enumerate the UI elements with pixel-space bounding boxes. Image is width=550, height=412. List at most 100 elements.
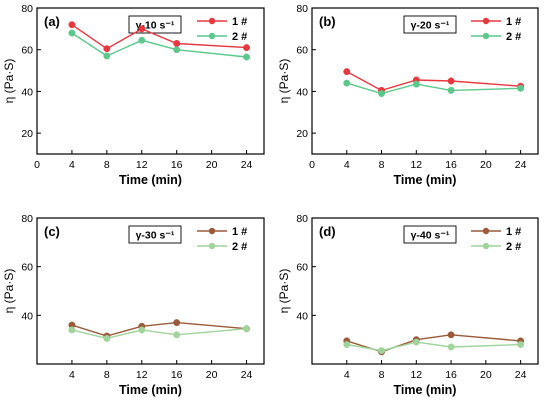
data-point xyxy=(173,46,181,54)
data-point xyxy=(412,338,420,346)
x-tick-label: 4 xyxy=(69,159,75,171)
x-tick-label: 12 xyxy=(136,369,148,381)
plot-frame xyxy=(36,217,265,365)
series-line-1 xyxy=(71,321,247,337)
x-axis-label: Time (min) xyxy=(394,383,457,397)
legend-marker xyxy=(482,227,490,235)
x-tick-label: 24 xyxy=(515,159,527,171)
x-tick-label: 20 xyxy=(206,159,218,171)
legend-label: 1 # xyxy=(232,226,247,238)
data-point xyxy=(412,80,420,88)
legend-marker xyxy=(208,227,216,235)
y-axis-label: η (Pa·S) xyxy=(277,59,291,104)
legend-marker xyxy=(482,17,490,25)
y-tick-label: 60 xyxy=(296,262,308,274)
legend-label: 1 # xyxy=(232,16,247,28)
data-point xyxy=(447,331,455,339)
x-tick-label: 16 xyxy=(445,369,457,381)
data-point xyxy=(173,331,181,339)
data-point xyxy=(447,86,455,94)
y-tick-label: 80 xyxy=(296,213,308,225)
x-tick-label: 20 xyxy=(480,369,492,381)
x-tick-label: 12 xyxy=(410,159,422,171)
shear-rate-annotation-box xyxy=(128,225,182,244)
legend-label: 1 # xyxy=(506,16,521,28)
x-tick-label: 20 xyxy=(206,369,218,381)
x-tick-label: 8 xyxy=(104,369,110,381)
x-tick-label: 16 xyxy=(445,159,457,171)
data-point xyxy=(243,325,250,333)
x-tick-label: 20 xyxy=(480,159,492,171)
data-point xyxy=(173,40,181,47)
data-point xyxy=(68,21,76,29)
panel-label: (a) xyxy=(44,14,60,29)
x-tick-label: 12 xyxy=(410,369,422,381)
data-point xyxy=(103,45,111,53)
shear-rate-annotation: γ-30 s⁻¹ xyxy=(136,230,175,242)
chart-panel-1: 0 4 8 12 16 20 24 20 40 60 80 Time (min) η (Pa·S) (a)… xyxy=(2,3,265,187)
data-point xyxy=(243,44,250,52)
x-axis-label: Time (min) xyxy=(394,173,457,187)
x-axis-label: Time (min) xyxy=(119,383,182,397)
panel-label: (b) xyxy=(319,14,336,29)
shear-rate-annotation: γ-10 s⁻¹ xyxy=(136,20,175,32)
chart-panel-4: 4 8 12 16 20 24 40 60 80 Time (min) η (Pa·S) (d) γ-4… xyxy=(277,213,539,397)
plot-frame xyxy=(36,7,265,155)
x-tick-label: 8 xyxy=(379,369,385,381)
x-tick-label: 0 xyxy=(309,159,315,171)
y-tick-label: 60 xyxy=(21,262,33,274)
y-tick-label: 80 xyxy=(21,213,33,225)
y-tick-label: 40 xyxy=(296,86,308,98)
y-axis-label: η (Pa·S) xyxy=(277,269,291,314)
x-tick-label: 24 xyxy=(515,369,527,381)
y-tick-label: 40 xyxy=(21,86,33,98)
shear-rate-annotation: γ-40 s⁻¹ xyxy=(411,230,450,242)
legend-label: 2 # xyxy=(232,241,247,253)
data-point xyxy=(517,84,525,92)
legend-label: 2 # xyxy=(232,31,247,43)
legend-label: 2 # xyxy=(506,241,521,253)
y-tick-label: 60 xyxy=(296,45,308,57)
shear-rate-annotation: γ-20 s⁻¹ xyxy=(411,20,450,32)
plot-frame xyxy=(311,7,539,155)
x-tick-label: 16 xyxy=(171,159,183,171)
data-point xyxy=(243,53,250,61)
data-point xyxy=(138,25,146,33)
data-point xyxy=(68,29,76,37)
x-tick-label: 4 xyxy=(69,369,75,381)
data-point xyxy=(447,343,455,351)
y-tick-label: 80 xyxy=(21,3,33,15)
x-tick-label: 24 xyxy=(241,369,253,381)
x-tick-label: 8 xyxy=(379,159,385,171)
data-point xyxy=(343,68,351,76)
chart-panel-3: 4 8 12 16 20 24 40 60 80 Time (min) η (Pa·S) (c) γ-3… xyxy=(2,213,265,397)
y-axis-label: η (Pa·S) xyxy=(2,269,16,314)
legend-marker xyxy=(208,242,216,250)
legend-marker xyxy=(208,32,216,40)
y-tick-label: 80 xyxy=(296,3,308,15)
legend-label: 1 # xyxy=(506,226,521,238)
panel-label: (c) xyxy=(44,224,60,239)
data-point xyxy=(343,79,351,87)
shear-rate-annotation-box xyxy=(403,15,457,34)
legend-marker xyxy=(482,242,490,250)
y-tick-label: 60 xyxy=(21,45,33,57)
legend-label: 2 # xyxy=(506,31,521,43)
y-tick-label: 20 xyxy=(21,128,33,140)
y-tick-label: 40 xyxy=(21,310,33,322)
chart-panel-2: 0 4 8 12 16 20 24 20 40 60 80 Time (min) η (Pa·S) (b)… xyxy=(277,3,539,187)
y-tick-label: 40 xyxy=(296,310,308,322)
shear-rate-annotation-box xyxy=(403,225,457,244)
legend-marker xyxy=(208,17,216,25)
data-point xyxy=(378,347,385,355)
data-point xyxy=(173,319,181,327)
x-tick-label: 12 xyxy=(136,159,148,171)
plot-frame xyxy=(311,217,539,365)
data-point xyxy=(378,90,385,97)
x-tick-label: 4 xyxy=(344,159,350,171)
x-tick-label: 24 xyxy=(241,159,253,171)
data-point xyxy=(343,341,351,348)
data-point xyxy=(103,335,111,342)
x-tick-label: 0 xyxy=(34,159,40,171)
